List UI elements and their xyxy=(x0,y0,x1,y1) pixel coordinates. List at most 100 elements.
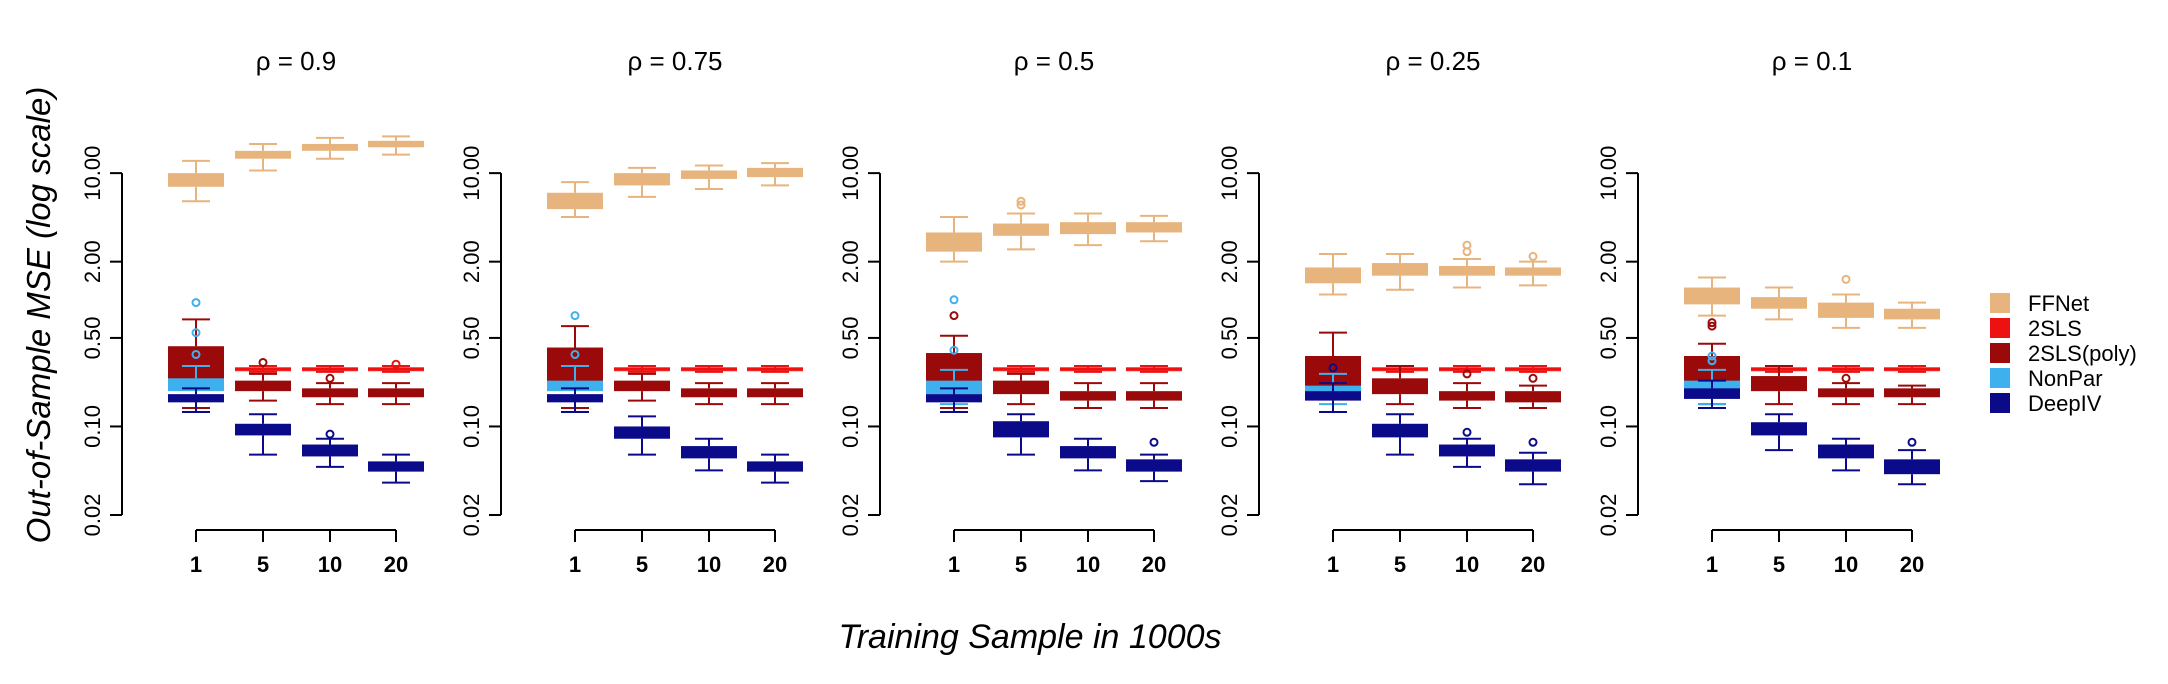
box-ffnet-10 xyxy=(1818,274,1874,329)
x-tick-label: 10 xyxy=(1834,552,1858,577)
x-tick-label: 5 xyxy=(636,552,648,577)
panel-title: ρ = 0.1 xyxy=(1772,46,1853,76)
box-2sls-20 xyxy=(1884,365,1940,373)
outlier-point xyxy=(1707,356,1717,366)
y-tick-label: 0.02 xyxy=(838,494,863,537)
x-tick-label: 10 xyxy=(1076,552,1100,577)
outlier-point xyxy=(1528,373,1538,383)
box-2sls-poly-10 xyxy=(1818,373,1874,406)
x-tick-label: 5 xyxy=(257,552,269,577)
y-tick-label: 0.50 xyxy=(1217,317,1242,360)
y-tick-label: 0.02 xyxy=(1217,494,1242,537)
box-deepiv-1 xyxy=(1305,363,1361,414)
box-2sls-5 xyxy=(993,365,1049,373)
box-2sls-poly-20 xyxy=(1126,382,1182,409)
panel-4: ρ = 0.25 0.02 0.10 0.50 2.00 10.00 1 5 10 20 xyxy=(1217,46,1561,577)
panel-title: ρ = 0.9 xyxy=(256,46,337,76)
legend-item-2sls: 2SLS xyxy=(1990,316,2082,341)
y-tick-label: 10.00 xyxy=(80,146,105,201)
box-2sls-poly-10 xyxy=(681,382,737,406)
outlier-point xyxy=(1462,427,1472,437)
box-deepiv-1 xyxy=(547,387,603,414)
x-tick-label: 20 xyxy=(763,552,787,577)
panel-title: ρ = 0.5 xyxy=(1014,46,1095,76)
box-deepiv-1 xyxy=(926,387,982,414)
outlier-point xyxy=(1841,373,1851,383)
box-ffnet-10 xyxy=(1060,212,1116,247)
box-2sls-poly-5 xyxy=(235,357,291,402)
panel-title: ρ = 0.75 xyxy=(627,46,722,76)
outlier-point xyxy=(1149,437,1159,447)
y-tick-label: 2.00 xyxy=(459,240,484,283)
y-tick-label: 0.02 xyxy=(459,494,484,537)
box-deepiv-1 xyxy=(1684,379,1740,409)
series-2sls-poly xyxy=(168,318,424,409)
box-2sls-10 xyxy=(681,365,737,373)
panel-3: ρ = 0.5 0.02 0.10 0.50 2.00 10.00 1 5 10 20 xyxy=(838,46,1182,577)
box-deepiv-5 xyxy=(1372,413,1428,456)
box-deepiv-5 xyxy=(235,413,291,456)
series-deepiv xyxy=(1305,363,1561,486)
box-2sls-poly-5 xyxy=(993,372,1049,406)
outlier-point xyxy=(1528,437,1538,447)
x-tick-label: 1 xyxy=(948,552,960,577)
x-tick-label: 5 xyxy=(1773,552,1785,577)
outlier-point xyxy=(1707,351,1717,361)
x-tick-label: 20 xyxy=(1142,552,1166,577)
outlier-point xyxy=(1462,240,1472,250)
series-ffnet xyxy=(168,135,424,203)
outlier-point xyxy=(325,429,335,439)
box-ffnet-10 xyxy=(302,136,358,160)
box-ffnet-5 xyxy=(235,142,291,172)
outlier-point xyxy=(1707,318,1717,328)
box-deepiv-10 xyxy=(302,429,358,468)
x-tick-label: 20 xyxy=(1900,552,1924,577)
legend-label: FFNet xyxy=(2028,291,2089,316)
x-tick-label: 20 xyxy=(384,552,408,577)
panel-1: ρ = 0.9 0.02 0.10 0.50 2.00 10.00 1 5 10 20 xyxy=(80,46,424,577)
box-2sls-20 xyxy=(1505,365,1561,373)
x-tick-label: 20 xyxy=(1521,552,1545,577)
box-2sls-5 xyxy=(235,365,291,373)
box-deepiv-1 xyxy=(168,387,224,414)
y-tick-label: 10.00 xyxy=(459,146,484,201)
outlier-point xyxy=(570,311,580,321)
legend-swatch xyxy=(1990,393,2010,413)
outlier-point xyxy=(949,311,959,321)
series-ffnet xyxy=(1684,274,1940,329)
legend-item-2sls-poly: 2SLS(poly) xyxy=(1990,341,2137,366)
box-ffnet-5 xyxy=(1372,252,1428,291)
y-tick-label: 2.00 xyxy=(1596,240,1621,283)
series-deepiv xyxy=(547,387,803,484)
series-2sls-poly xyxy=(547,325,803,409)
outlier-point xyxy=(1328,363,1338,373)
box-body xyxy=(1372,378,1428,395)
box-deepiv-10 xyxy=(1818,437,1874,472)
outlier-point xyxy=(949,345,959,355)
outlier-point xyxy=(1016,200,1026,210)
box-2sls-poly-20 xyxy=(368,382,424,406)
box-deepiv-10 xyxy=(1439,427,1495,468)
box-ffnet-20 xyxy=(1126,214,1182,243)
y-tick-label: 2.00 xyxy=(80,240,105,283)
box-ffnet-1 xyxy=(926,216,982,263)
box-deepiv-10 xyxy=(1060,437,1116,472)
panel-5: ρ = 0.1 0.02 0.10 0.50 2.00 10.00 1 5 10 20 xyxy=(1596,46,1940,577)
box-deepiv-5 xyxy=(1751,413,1807,452)
box-2sls-5 xyxy=(614,365,670,373)
y-tick-label: 0.10 xyxy=(1217,405,1242,448)
outlier-point xyxy=(1907,437,1917,447)
x-tick-label: 5 xyxy=(1394,552,1406,577)
box-ffnet-1 xyxy=(1684,276,1740,317)
box-ffnet-1 xyxy=(168,159,224,203)
y-tick-label: 10.00 xyxy=(1596,146,1621,201)
outlier-point xyxy=(949,295,959,305)
y-tick-label: 2.00 xyxy=(838,240,863,283)
legend-swatch xyxy=(1990,293,2010,313)
box-deepiv-20 xyxy=(747,453,803,484)
panel-2: ρ = 0.75 0.02 0.10 0.50 2.00 10.00 1 5 10 20 xyxy=(459,46,803,577)
outlier-point xyxy=(1707,321,1717,331)
box-ffnet-20 xyxy=(1505,251,1561,287)
legend-item-nonpar: NonPar xyxy=(1990,366,2103,391)
y-tick-label: 0.50 xyxy=(1596,317,1621,360)
